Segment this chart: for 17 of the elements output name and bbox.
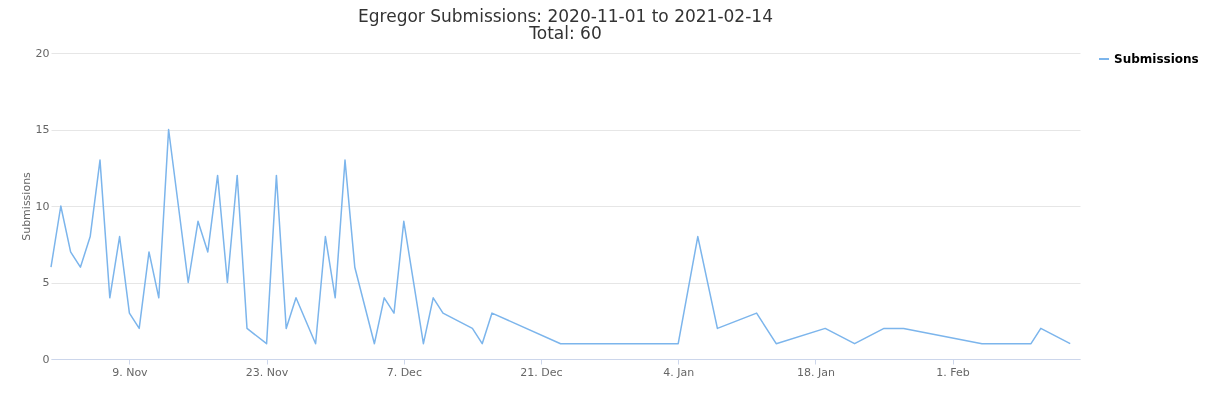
- y-tick-label: 20: [35, 46, 50, 60]
- x-tick-label: 4. Jan: [663, 365, 695, 379]
- x-tick-label: 7. Dec: [386, 365, 422, 379]
- y-tick-label: 0: [42, 352, 50, 366]
- y-tick-label: 5: [42, 276, 50, 289]
- y-tick-label: 10: [35, 199, 50, 213]
- x-tick-label: 9. Nov: [112, 365, 149, 379]
- line-series: [50, 128, 1071, 345]
- x-tick-label: 21. Dec: [520, 365, 563, 379]
- chart-title: Egregor Submissions: 2020-11-01 to 2021-02-14: [358, 6, 773, 26]
- legend-label: Submissions: [1114, 52, 1199, 66]
- y-tick-label: 15: [35, 123, 50, 136]
- x-tick-label: 1. Feb: [936, 365, 970, 379]
- x-tick-label: 23. Nov: [245, 365, 289, 379]
- y-axis-title: Submissions: [19, 171, 33, 241]
- x-tick-label: 18. Jan: [796, 365, 835, 379]
- chart-subtitle: Total: 60: [528, 23, 602, 43]
